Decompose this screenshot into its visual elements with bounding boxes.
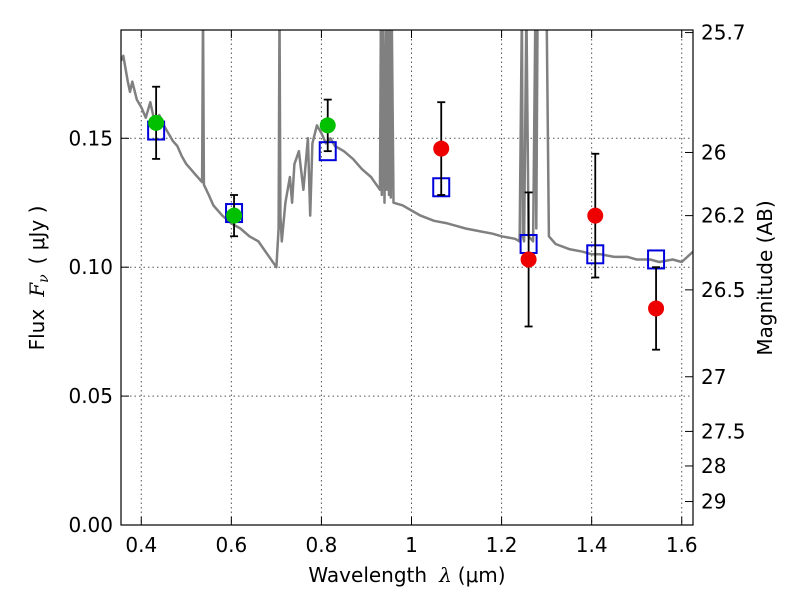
observed-point bbox=[648, 300, 665, 317]
y2-axis-label: Magnitude (AB) bbox=[753, 200, 777, 355]
x-tick-label: 1.6 bbox=[666, 533, 698, 557]
y2-tick-label: 29 bbox=[701, 490, 726, 514]
y-tick-label: 0.00 bbox=[68, 513, 113, 537]
y-tick-label: 0.10 bbox=[68, 255, 113, 279]
observed-point bbox=[433, 140, 450, 157]
model-spectrum-line bbox=[121, 30, 693, 269]
y-tick-label: 0.05 bbox=[68, 384, 113, 408]
x-axis-label: Wavelength λ (μm) bbox=[308, 563, 505, 587]
y2-tick-label: 27.5 bbox=[701, 419, 746, 443]
x-tick-label: 1.4 bbox=[576, 533, 608, 557]
x-tick-label: 1.2 bbox=[486, 533, 518, 557]
observed-point bbox=[319, 117, 336, 134]
observed-point bbox=[148, 114, 165, 131]
y-tick-label: 0.15 bbox=[68, 126, 113, 150]
y2-tick-label: 26 bbox=[701, 140, 726, 164]
spectrum-path bbox=[121, 30, 693, 269]
grid-lines bbox=[121, 30, 693, 525]
y2-tick-label: 26.2 bbox=[701, 204, 746, 228]
observed-point bbox=[520, 251, 537, 268]
y2-tick-label: 27 bbox=[701, 365, 726, 389]
y2-tick-label: 25.7 bbox=[701, 21, 746, 45]
axis-ticks: 0.4 0.6 0.8 1 1.2 1.4 1.6 0.00 0.05 0.10 0.15 25.7 2… bbox=[68, 21, 745, 557]
x-tick-label: 0.8 bbox=[306, 533, 338, 557]
x-tick-label: 0.6 bbox=[215, 533, 247, 557]
y-axis-label: FluxFν( μJy ) bbox=[25, 206, 52, 351]
plot-frame bbox=[120, 29, 694, 526]
y2-tick-label: 26.5 bbox=[701, 278, 746, 302]
data-points bbox=[147, 85, 666, 351]
observed-point bbox=[587, 207, 604, 224]
y2-tick-label: 28 bbox=[701, 454, 726, 478]
x-tick-label: 0.4 bbox=[125, 533, 157, 557]
observed-point bbox=[226, 207, 243, 224]
x-tick-label: 1 bbox=[405, 533, 418, 557]
